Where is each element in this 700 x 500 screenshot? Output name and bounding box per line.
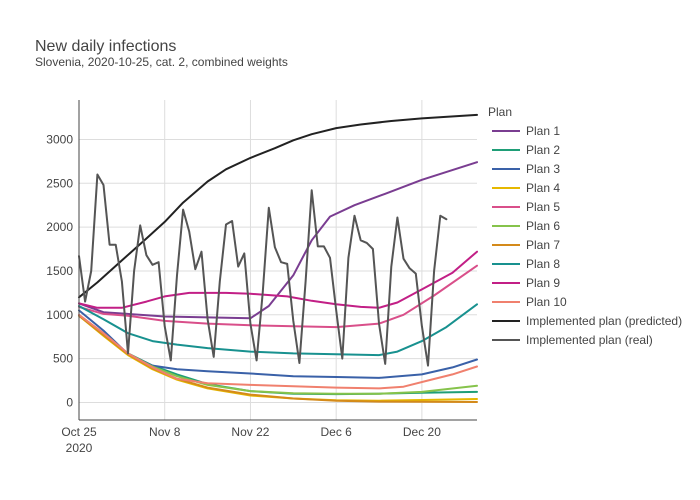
y-tick-label: 2000: [46, 220, 73, 234]
legend-item-plan-4[interactable]: Plan 4: [492, 181, 560, 195]
legend-item-plan-5[interactable]: Plan 5: [492, 200, 560, 214]
legend-label: Plan 6: [526, 219, 560, 233]
series-line-plan-9: [78, 250, 478, 309]
legend-label: Plan 3: [526, 162, 560, 176]
legend-label: Plan 9: [526, 276, 560, 290]
y-tick-label: 2500: [46, 176, 73, 190]
series-line-plan-6: [78, 314, 478, 395]
y-tick-label: 1500: [46, 264, 73, 278]
legend-item-implemented-plan-real[interactable]: Implemented plan (real): [492, 333, 653, 347]
legend-item-plan-2[interactable]: Plan 2: [492, 143, 560, 157]
legend-item-plan-7[interactable]: Plan 7: [492, 238, 560, 252]
legend-item-plan-1[interactable]: Plan 1: [492, 124, 560, 138]
series-line-implemented-plan-real: [78, 173, 448, 367]
series-line-plan-10: [78, 313, 478, 390]
legend-label: Plan 7: [526, 238, 560, 252]
x-tick-label: Oct 25: [61, 425, 97, 439]
y-tick-label: 0: [66, 395, 73, 409]
legend-label: Plan 1: [526, 124, 560, 138]
legend-label: Plan 5: [526, 200, 560, 214]
y-tick-label: 500: [53, 352, 73, 366]
legend-label: Plan 4: [526, 181, 560, 195]
series-line-plan-8: [78, 303, 478, 357]
legend-item-plan-6[interactable]: Plan 6: [492, 219, 560, 233]
series-line-implemented-plan-predicted: [78, 113, 478, 299]
axes: Oct 25 2020 Nov 8 Nov 22 Dec 6 Dec 20 0 500 1000…: [46, 100, 477, 455]
x-tick-label: Dec 6: [320, 425, 352, 439]
legend-label: Plan 8: [526, 257, 560, 271]
legend[interactable]: Plan Plan 1 Plan 2 Plan 3 Plan 4 Plan 5 Plan …: [488, 105, 682, 347]
x-tick-label: Nov 8: [149, 425, 181, 439]
plot-area: [78, 113, 478, 403]
legend-item-plan-10[interactable]: Plan 10: [492, 295, 567, 309]
x-tick-label: Nov 22: [231, 425, 269, 439]
grid: [78, 100, 477, 420]
legend-label: Implemented plan (real): [526, 333, 653, 347]
legend-item-plan-9[interactable]: Plan 9: [492, 276, 560, 290]
x-tick-sublabel: 2020: [66, 441, 93, 455]
legend-item-plan-8[interactable]: Plan 8: [492, 257, 560, 271]
chart-subtitle: Slovenia, 2020-10-25, cat. 2, combined w…: [35, 55, 288, 69]
legend-item-implemented-plan-predicted[interactable]: Implemented plan (predicted): [492, 314, 682, 328]
x-tick-label: Dec 20: [403, 425, 441, 439]
series-line-plan-1: [78, 161, 478, 320]
legend-title: Plan: [488, 105, 512, 119]
chart-title: New daily infections: [35, 38, 176, 55]
legend-label: Plan 10: [526, 295, 567, 309]
y-tick-label: 3000: [46, 132, 73, 146]
legend-item-plan-3[interactable]: Plan 3: [492, 162, 560, 176]
legend-label: Implemented plan (predicted): [526, 314, 682, 328]
legend-label: Plan 2: [526, 143, 560, 157]
y-tick-label: 1000: [46, 308, 73, 322]
